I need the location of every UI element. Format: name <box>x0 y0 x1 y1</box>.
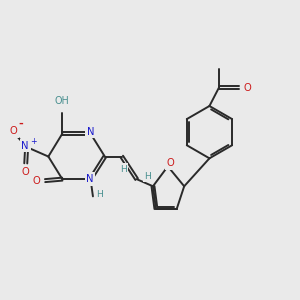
Text: -: - <box>18 118 23 128</box>
Text: O: O <box>244 82 251 93</box>
Text: O: O <box>22 167 30 177</box>
Text: H: H <box>96 190 103 200</box>
Text: N: N <box>86 174 94 184</box>
Text: OH: OH <box>55 96 70 106</box>
Text: +: + <box>30 137 37 146</box>
Text: O: O <box>33 176 40 186</box>
Text: O: O <box>166 158 174 168</box>
Text: O: O <box>9 126 17 136</box>
Text: N: N <box>21 140 29 151</box>
Text: H: H <box>145 172 152 181</box>
Text: H: H <box>120 164 127 173</box>
Text: N: N <box>87 127 94 136</box>
